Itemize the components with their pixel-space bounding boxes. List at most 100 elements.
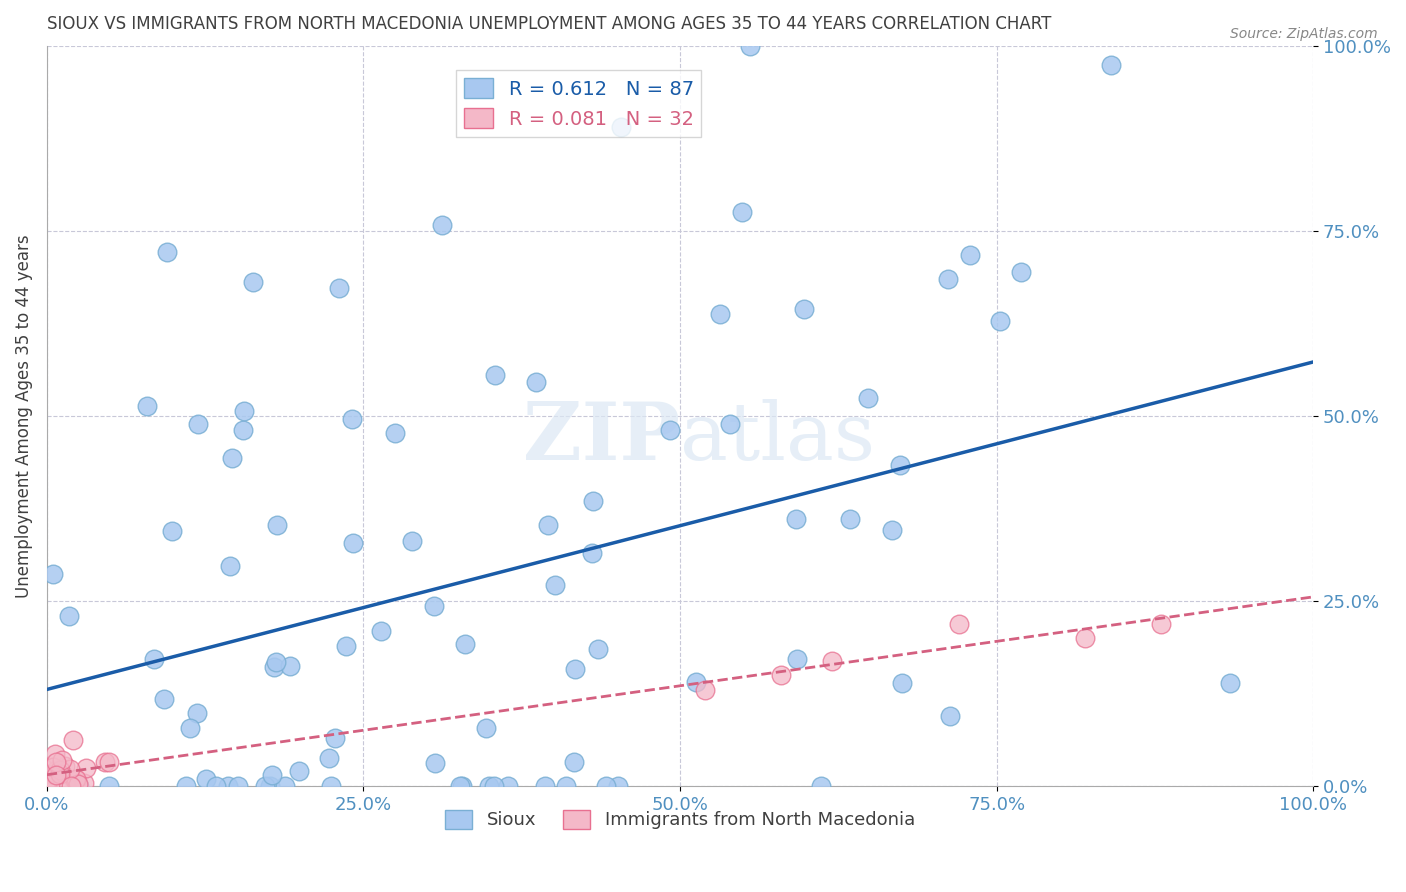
Point [685, 675, 707, 690]
Point [1010, 264, 1032, 278]
Point [44, 766, 66, 780]
Point [48, 763, 70, 777]
Point [65, 772, 87, 786]
Text: atlas: atlas [681, 400, 875, 477]
Point [195, 772, 218, 787]
Text: ZIP: ZIP [523, 400, 681, 477]
Point [478, 780, 501, 794]
Y-axis label: Unemployment Among Ages 35 to 44 years: Unemployment Among Ages 35 to 44 years [15, 235, 32, 598]
Point [785, 511, 807, 525]
Point [45, 763, 67, 777]
Point [75, 760, 97, 774]
Point [770, 668, 793, 682]
Point [142, 652, 165, 666]
Point [401, 533, 423, 548]
Point [948, 616, 970, 631]
Point [51, 753, 73, 767]
Point [880, 523, 903, 537]
Point [384, 426, 406, 441]
Point [454, 637, 477, 651]
Point [186, 706, 208, 721]
Point [1150, 616, 1173, 631]
Point [319, 780, 342, 794]
Point [1099, 58, 1122, 72]
Point [610, 120, 633, 134]
Point [738, 38, 761, 53]
Point [323, 731, 346, 746]
Point [342, 535, 364, 549]
Point [42, 760, 65, 774]
Point [174, 780, 197, 794]
Point [49, 767, 72, 781]
Point [451, 780, 474, 794]
Point [555, 780, 578, 794]
Point [595, 780, 617, 794]
Point [328, 281, 350, 295]
Point [474, 721, 496, 735]
Point [59, 763, 82, 777]
Point [586, 642, 609, 657]
Point [39, 771, 62, 785]
Point [810, 780, 832, 794]
Point [228, 780, 250, 794]
Text: Source: ZipAtlas.com: Source: ZipAtlas.com [1230, 27, 1378, 41]
Point [205, 780, 228, 794]
Point [936, 272, 959, 286]
Point [42, 566, 65, 581]
Point [659, 423, 682, 437]
Point [482, 780, 505, 794]
Point [66, 777, 89, 791]
Point [370, 624, 392, 638]
Point [232, 403, 254, 417]
Point [62, 732, 84, 747]
Point [187, 417, 209, 431]
Point [423, 599, 446, 613]
Point [564, 662, 586, 676]
Point [533, 780, 555, 794]
Point [449, 780, 471, 794]
Point [821, 654, 844, 668]
Text: SIOUX VS IMMIGRANTS FROM NORTH MACEDONIA UNEMPLOYMENT AMONG AGES 35 TO 44 YEARS : SIOUX VS IMMIGRANTS FROM NORTH MACEDONIA… [46, 15, 1052, 33]
Point [221, 450, 243, 465]
Point [162, 524, 184, 538]
Point [959, 248, 981, 262]
Point [135, 399, 157, 413]
Point [891, 675, 914, 690]
Point [73, 776, 96, 790]
Point [67, 780, 90, 794]
Point [335, 639, 357, 653]
Point [496, 780, 519, 794]
Point [856, 392, 879, 406]
Point [524, 375, 547, 389]
Point [263, 660, 285, 674]
Point [695, 683, 717, 698]
Point [731, 205, 754, 219]
Point [66, 772, 89, 787]
Point [217, 780, 239, 794]
Point [44, 747, 66, 761]
Point [260, 768, 283, 782]
Point [63, 773, 86, 788]
Point [156, 244, 179, 259]
Point [1219, 675, 1241, 690]
Point [45, 755, 67, 769]
Point [232, 423, 254, 437]
Point [274, 780, 297, 794]
Point [793, 301, 815, 316]
Point [98, 780, 121, 794]
Point [1074, 632, 1097, 646]
Point [58, 608, 80, 623]
Point [562, 755, 585, 769]
Point [218, 559, 240, 574]
Point [53, 775, 76, 789]
Point [45, 768, 67, 782]
Point [65, 773, 87, 788]
Point [544, 578, 567, 592]
Point [838, 512, 860, 526]
Point [253, 780, 276, 794]
Point [97, 755, 120, 769]
Point [718, 417, 741, 432]
Point [53, 759, 76, 773]
Point [709, 307, 731, 321]
Point [786, 651, 808, 665]
